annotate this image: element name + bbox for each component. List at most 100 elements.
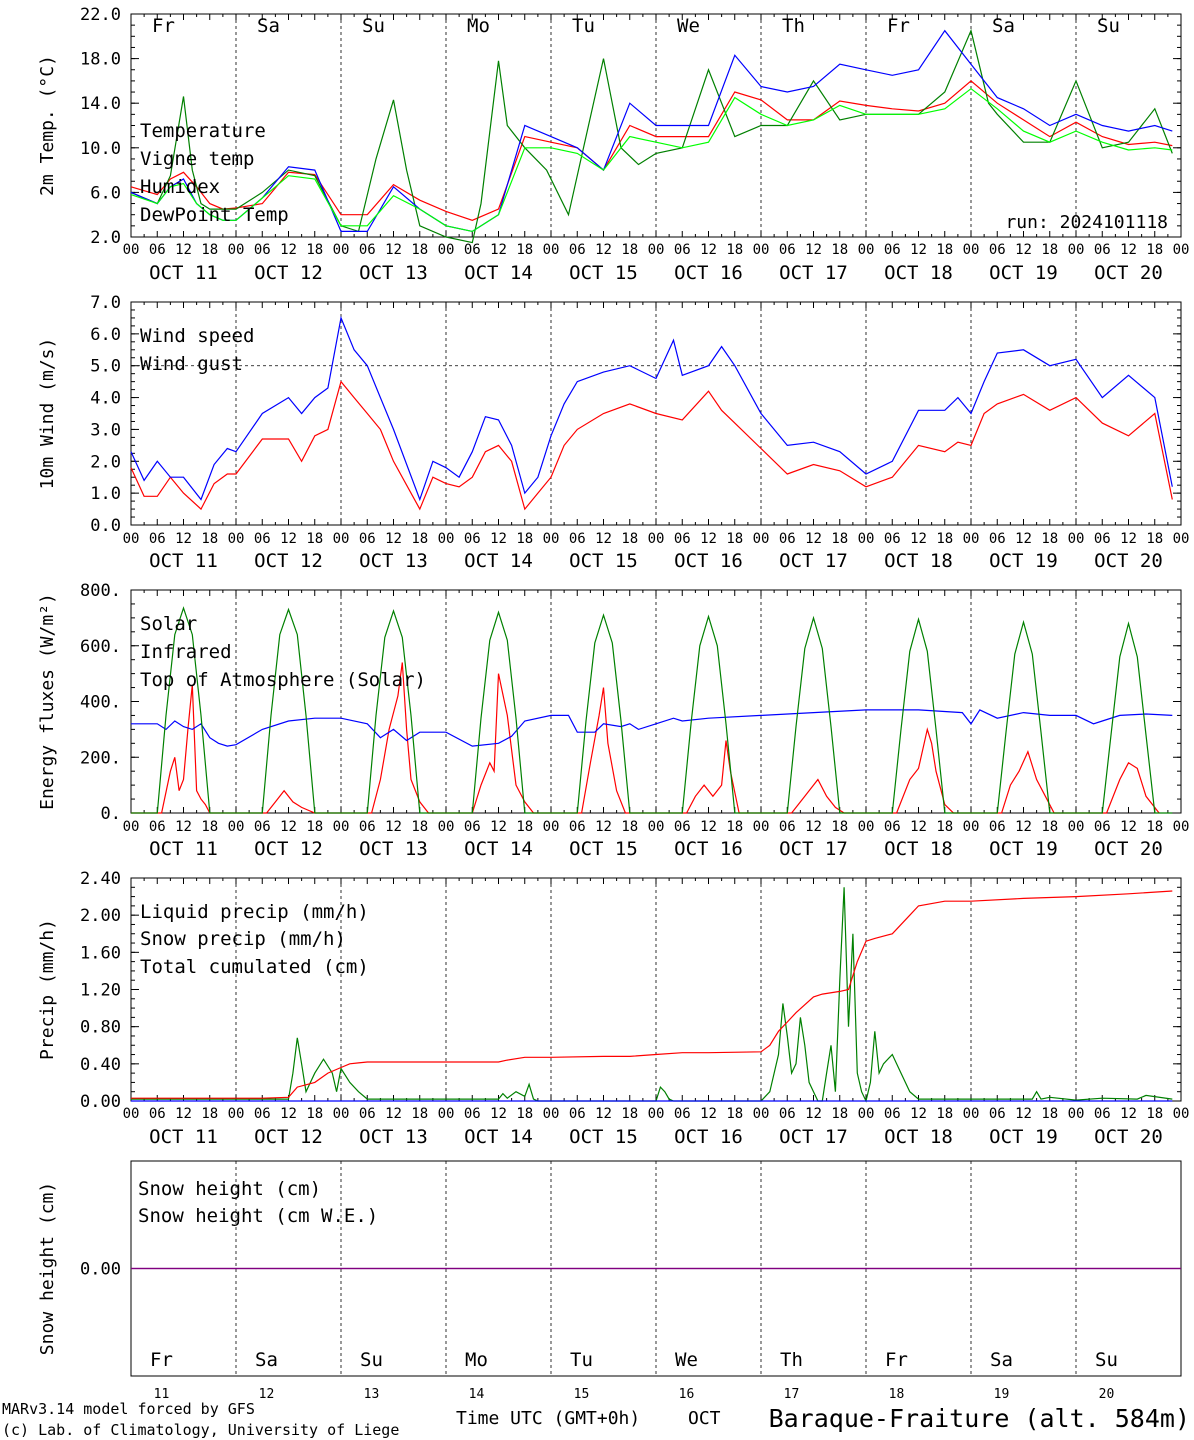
date-label: OCT 18 bbox=[884, 838, 953, 860]
hour-tick-label: 00 bbox=[1173, 531, 1190, 547]
hour-tick-label: 00 bbox=[228, 531, 245, 547]
hour-tick-label: 00 bbox=[333, 1106, 350, 1122]
day-of-week-bottom: Fr bbox=[150, 1349, 173, 1371]
hour-tick-label: 00 bbox=[438, 242, 455, 258]
hour-tick-label: 06 bbox=[149, 1106, 166, 1122]
y-axis-label: Snow height (cm) bbox=[37, 1182, 58, 1355]
day-number: 19 bbox=[994, 1387, 1010, 1402]
hour-tick-label: 12 bbox=[490, 531, 507, 547]
hour-tick-label: 00 bbox=[438, 1106, 455, 1122]
hour-tick-label: 12 bbox=[490, 1106, 507, 1122]
station-name: Baraque-Fraiture (alt. 584m) bbox=[769, 1404, 1190, 1433]
hour-tick-label: 12 bbox=[385, 819, 402, 835]
hour-tick-label: 06 bbox=[359, 242, 376, 258]
day-number: 20 bbox=[1099, 1387, 1115, 1402]
hour-tick-label: 00 bbox=[858, 531, 875, 547]
hour-tick-label: 12 bbox=[1120, 242, 1137, 258]
date-label: OCT 13 bbox=[359, 838, 428, 860]
hour-tick-label: 00 bbox=[228, 1106, 245, 1122]
hour-tick-label: 00 bbox=[963, 531, 980, 547]
hour-tick-label: 12 bbox=[595, 819, 612, 835]
hour-tick-label: 18 bbox=[831, 1106, 848, 1122]
hour-tick-label: 06 bbox=[359, 1106, 376, 1122]
series-humidex bbox=[130, 29, 1173, 233]
y-tick-label: 2.0 bbox=[90, 452, 121, 472]
hour-tick-label: 18 bbox=[306, 531, 323, 547]
day-of-week-bottom: Sa bbox=[255, 1349, 278, 1371]
hour-tick-label: 12 bbox=[1120, 1106, 1137, 1122]
hour-tick-label: 00 bbox=[963, 242, 980, 258]
hour-tick-label: 18 bbox=[201, 531, 218, 547]
hour-tick-label: 12 bbox=[595, 531, 612, 547]
hour-tick-label: 00 bbox=[1173, 242, 1190, 258]
hour-tick-label: 00 bbox=[1068, 531, 1085, 547]
hour-tick-label: 12 bbox=[175, 242, 192, 258]
day-of-week-bottom: Mo bbox=[465, 1349, 488, 1371]
credit-line-2: (c) Lab. of Climatology, University of L… bbox=[2, 1421, 399, 1439]
panel-2: 0.0 1.0 2.0 3.0 4.0 5.0 6.0 7.0 10m Wind (m/s) 00… bbox=[37, 293, 1189, 572]
hour-tick-label: 12 bbox=[385, 242, 402, 258]
hour-tick-label: 06 bbox=[674, 1106, 691, 1122]
hour-tick-label: 06 bbox=[569, 1106, 586, 1122]
y-tick-label: 0.40 bbox=[80, 1055, 121, 1075]
hour-tick-label: 18 bbox=[1041, 242, 1058, 258]
date-label: OCT 13 bbox=[359, 262, 428, 284]
hour-tick-label: 00 bbox=[333, 531, 350, 547]
hour-tick-label: 12 bbox=[385, 1106, 402, 1122]
hour-tick-label: 18 bbox=[1041, 531, 1058, 547]
y-tick-label: 6.0 bbox=[90, 325, 121, 345]
hour-tick-label: 00 bbox=[228, 819, 245, 835]
y-tick-label: 0.00 bbox=[80, 1092, 121, 1112]
y-tick-label: 3.0 bbox=[90, 420, 121, 440]
legend-wind-gust: Wind gust bbox=[140, 353, 243, 375]
y-tick-label: 0. bbox=[101, 804, 121, 824]
legend-solar: Solar bbox=[140, 613, 197, 635]
hour-tick-label: 12 bbox=[595, 1106, 612, 1122]
hour-tick-label: 12 bbox=[280, 819, 297, 835]
date-label: OCT 17 bbox=[779, 838, 848, 860]
date-label: OCT 13 bbox=[359, 550, 428, 572]
hour-tick-label: 12 bbox=[490, 242, 507, 258]
date-label: OCT 12 bbox=[254, 838, 323, 860]
date-label: OCT 11 bbox=[149, 838, 218, 860]
hour-tick-label: 06 bbox=[1094, 531, 1111, 547]
date-label: OCT 17 bbox=[779, 262, 848, 284]
hour-tick-label: 18 bbox=[306, 242, 323, 258]
hour-tick-label: 18 bbox=[621, 531, 638, 547]
day-of-week-bottom: Fr bbox=[885, 1349, 908, 1371]
hour-tick-label: 18 bbox=[831, 531, 848, 547]
hour-tick-label: 06 bbox=[989, 242, 1006, 258]
y-tick-label: 10.0 bbox=[80, 139, 121, 159]
hour-tick-label: 00 bbox=[1068, 1106, 1085, 1122]
hour-tick-label: 12 bbox=[1015, 242, 1032, 258]
date-label: OCT 20 bbox=[1094, 838, 1163, 860]
day-of-week-top: Su bbox=[1097, 15, 1120, 37]
y-tick-label: 0.0 bbox=[90, 516, 121, 536]
date-label: OCT 20 bbox=[1094, 262, 1163, 284]
hour-tick-label: 00 bbox=[438, 819, 455, 835]
hour-tick-label: 12 bbox=[910, 1106, 927, 1122]
hour-tick-label: 00 bbox=[753, 1106, 770, 1122]
hour-tick-label: 00 bbox=[963, 819, 980, 835]
y-tick-label: 18.0 bbox=[80, 50, 121, 70]
series-wind-speed bbox=[130, 380, 1173, 511]
hour-tick-label: 12 bbox=[385, 531, 402, 547]
hour-tick-label: 00 bbox=[543, 242, 560, 258]
day-of-week-top: Fr bbox=[152, 15, 175, 37]
date-label: OCT 15 bbox=[569, 838, 638, 860]
legend-snow-precip-mm-h-: Snow precip (mm/h) bbox=[140, 928, 346, 950]
hour-tick-label: 12 bbox=[805, 819, 822, 835]
panel-4: 0.00 0.40 0.80 1.20 1.60 2.00 2.40 Precip (mm/h… bbox=[37, 869, 1189, 1148]
y-tick-label: 2.0 bbox=[90, 228, 121, 248]
hour-tick-label: 06 bbox=[884, 242, 901, 258]
hour-tick-label: 06 bbox=[569, 819, 586, 835]
hour-tick-label: 12 bbox=[490, 819, 507, 835]
day-of-week-top: Th bbox=[782, 15, 805, 37]
legend-temperature: Temperature bbox=[140, 120, 266, 142]
hour-tick-label: 18 bbox=[411, 242, 428, 258]
hour-tick-label: 12 bbox=[700, 1106, 717, 1122]
panel-3: 0. 200. 400. 600. 800. Energy fluxes (W/m²) 00… bbox=[37, 581, 1189, 860]
hour-tick-label: 00 bbox=[753, 531, 770, 547]
